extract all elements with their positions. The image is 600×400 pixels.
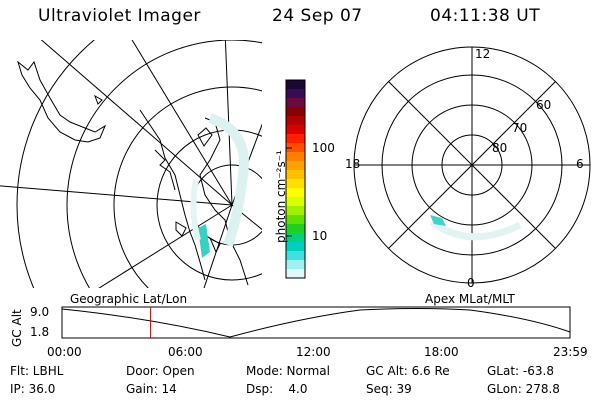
colorbar-segment [286, 215, 305, 225]
colorbar-segment [286, 134, 305, 144]
colorbar-tick-10: 10 [312, 229, 328, 243]
meridian [224, 40, 233, 206]
coastline [199, 117, 249, 286]
x-tick-1200: 12:00 [296, 345, 331, 359]
lat-circle [16, 40, 96, 288]
x-tick-0600: 06:00 [168, 345, 203, 359]
aurora-emission [190, 179, 201, 241]
lat-circle [113, 86, 262, 288]
meridian [98, 204, 233, 288]
mlt-label-6: 6 [576, 157, 584, 171]
status-seq: Seq: 39 [366, 382, 412, 396]
colorbar-segment [286, 116, 305, 126]
instrument-title: Ultraviolet Imager [38, 6, 201, 26]
colorbar-segment [286, 89, 305, 99]
aurora-emission-bright [198, 224, 210, 258]
colorbar-segment [286, 260, 305, 270]
mlt-label-12: 12 [475, 47, 491, 61]
colorbar-segment [286, 179, 305, 189]
colorbar-segment [286, 143, 305, 153]
timeline-left-label: Geographic Lat/Lon [70, 292, 188, 306]
altitude-curve [61, 308, 571, 338]
status-gain: Gain: 14 [126, 382, 177, 396]
x-tick-1800: 18:00 [424, 345, 459, 359]
coastline [94, 94, 103, 105]
time-label: 04:11:38 UT [430, 6, 541, 26]
meridian [131, 40, 233, 206]
aurora-emission [208, 113, 249, 247]
aurora-oval-faint [429, 219, 522, 241]
coastline [154, 149, 176, 191]
date-label: 24 Sep 07 [272, 6, 363, 26]
colorbar-tick-100: 100 [312, 141, 335, 155]
mlat-label-80: 80 [492, 141, 508, 155]
colorbar-segment [286, 188, 305, 198]
y-tick-bottom: 1.8 [30, 325, 50, 339]
status-flt: Flt: LBHL [10, 364, 64, 378]
colorbar-segment [286, 170, 305, 180]
colorbar-segment [286, 197, 305, 207]
timeline-frame [61, 306, 571, 339]
status-gc-alt: GC Alt: 6.6 Re [366, 364, 450, 378]
coastline [17, 60, 107, 143]
colorbar-segment [286, 161, 305, 171]
coastline [139, 109, 206, 281]
colorbar-segment [286, 125, 305, 135]
timeline-right-label: Apex MLat/MLT [425, 292, 515, 306]
colorbar-segment [286, 152, 305, 162]
mlt-label-18: 18 [345, 157, 361, 171]
aurora-oval-bright [430, 215, 446, 226]
colorbar-segment [286, 224, 305, 234]
lat-circle [66, 40, 262, 288]
mlat-label-70: 70 [512, 121, 528, 135]
x-tick-2359: 23:59 [553, 345, 588, 359]
polar-diagonal [388, 81, 556, 249]
colorbar-segment [286, 80, 305, 90]
colorbar-segment [286, 98, 305, 108]
status-ip: IP: 36.0 [10, 382, 56, 396]
meridian [40, 40, 233, 206]
mlat-label-60: 60 [536, 98, 552, 112]
status-glat: GLat: -63.8 [487, 364, 554, 378]
colorbar-segment [286, 206, 305, 216]
colorbar-frame [285, 79, 306, 279]
mlt-label-0: 0 [467, 276, 475, 290]
status-mode: Mode: Normal [246, 364, 330, 378]
colorbar-segment [286, 242, 305, 252]
status-door: Door: Open [126, 364, 195, 378]
coastline [197, 127, 213, 147]
status-dsp: Dsp: 4.0 [246, 382, 308, 396]
colorbar-segment [286, 269, 305, 279]
colorbar-segment [286, 233, 305, 243]
coastline [208, 236, 221, 254]
coastline [175, 221, 187, 237]
status-glon: GLon: 278.8 [487, 382, 560, 396]
colorbar-segment [286, 107, 305, 117]
x-tick-0000: 00:00 [47, 345, 82, 359]
y-tick-top: 9.0 [30, 305, 50, 319]
colorbar-segment [286, 251, 305, 261]
